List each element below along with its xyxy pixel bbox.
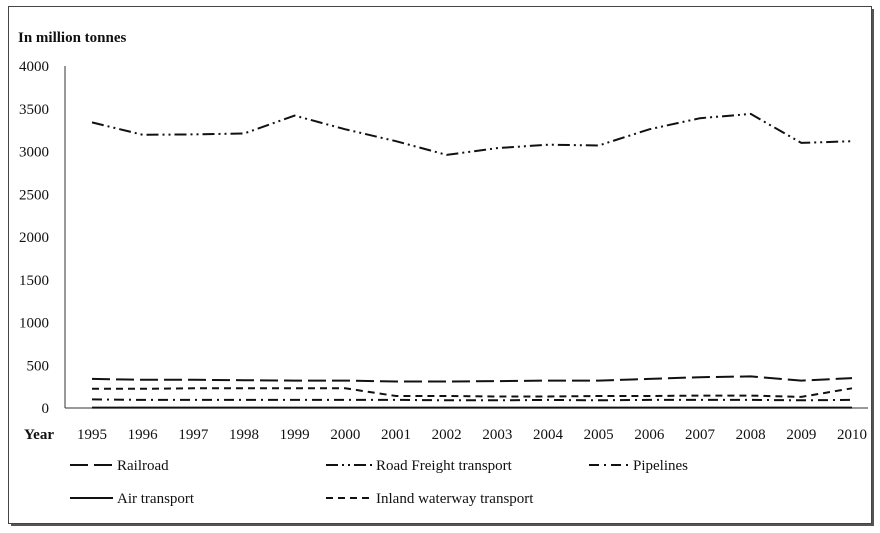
x-tick-label: 2010 [837, 427, 867, 443]
x-tick-label: 2001 [381, 427, 411, 443]
x-tick-label: 1995 [77, 427, 107, 443]
x-tick-label: 1998 [229, 427, 259, 443]
x-tick-label: 2007 [685, 427, 716, 443]
x-tick-label: 2003 [482, 427, 512, 443]
x-axis-label: Year [24, 427, 54, 443]
y-tick-label: 1000 [19, 316, 49, 332]
y-axis-label: In million tonnes [18, 30, 127, 46]
frame-shadow-bottom [11, 524, 874, 526]
y-tick-label: 4000 [19, 59, 49, 75]
x-tick-label: 2009 [786, 427, 816, 443]
x-tick-label: 1999 [280, 427, 310, 443]
y-tick-label: 500 [27, 358, 50, 374]
x-tick-label: 2002 [432, 427, 462, 443]
x-tick-label: 2000 [330, 427, 360, 443]
legend-label-railroad: Railroad [117, 458, 169, 474]
x-tick-label: 1997 [178, 427, 209, 443]
y-tick-labels: 0 500 1000 1500 2000 2500 3000 3500 4000 [19, 59, 49, 417]
y-tick-label: 3500 [19, 102, 49, 118]
y-tick-label: 0 [42, 401, 50, 417]
series-line-railroad [91, 375, 853, 383]
y-tick-label: 3000 [19, 145, 49, 161]
x-tick-labels: 1995 1996 1997 1998 1999 2000 2001 2002 2003 2004… [77, 427, 867, 443]
series-lines [91, 112, 853, 409]
y-tick-label: 2000 [19, 230, 49, 246]
y-tick-label: 1500 [19, 273, 49, 289]
x-tick-label: 2008 [736, 427, 766, 443]
series-line-road-freight-transport [91, 112, 853, 156]
frame-shadow-right [872, 9, 874, 526]
series-line-inland-waterway-transport [92, 387, 853, 398]
x-tick-label: 2004 [533, 427, 564, 443]
x-tick-label: 2006 [634, 427, 665, 443]
legend-label-pipelines: Pipelines [633, 458, 688, 474]
series-line-pipelines [91, 398, 853, 402]
legend-label-inland-waterway-transport: Inland waterway transport [376, 491, 534, 507]
legend-label-road-freight-transport: Road Freight transport [376, 458, 513, 474]
x-tick-label: 2005 [584, 427, 614, 443]
chart-frame [8, 6, 872, 524]
legend: Railroad Road Freight transport Pipelines A… [70, 458, 688, 507]
y-tick-label: 2500 [19, 187, 49, 203]
x-tick-label: 1996 [128, 427, 159, 443]
legend-label-air-transport: Air transport [117, 491, 195, 507]
